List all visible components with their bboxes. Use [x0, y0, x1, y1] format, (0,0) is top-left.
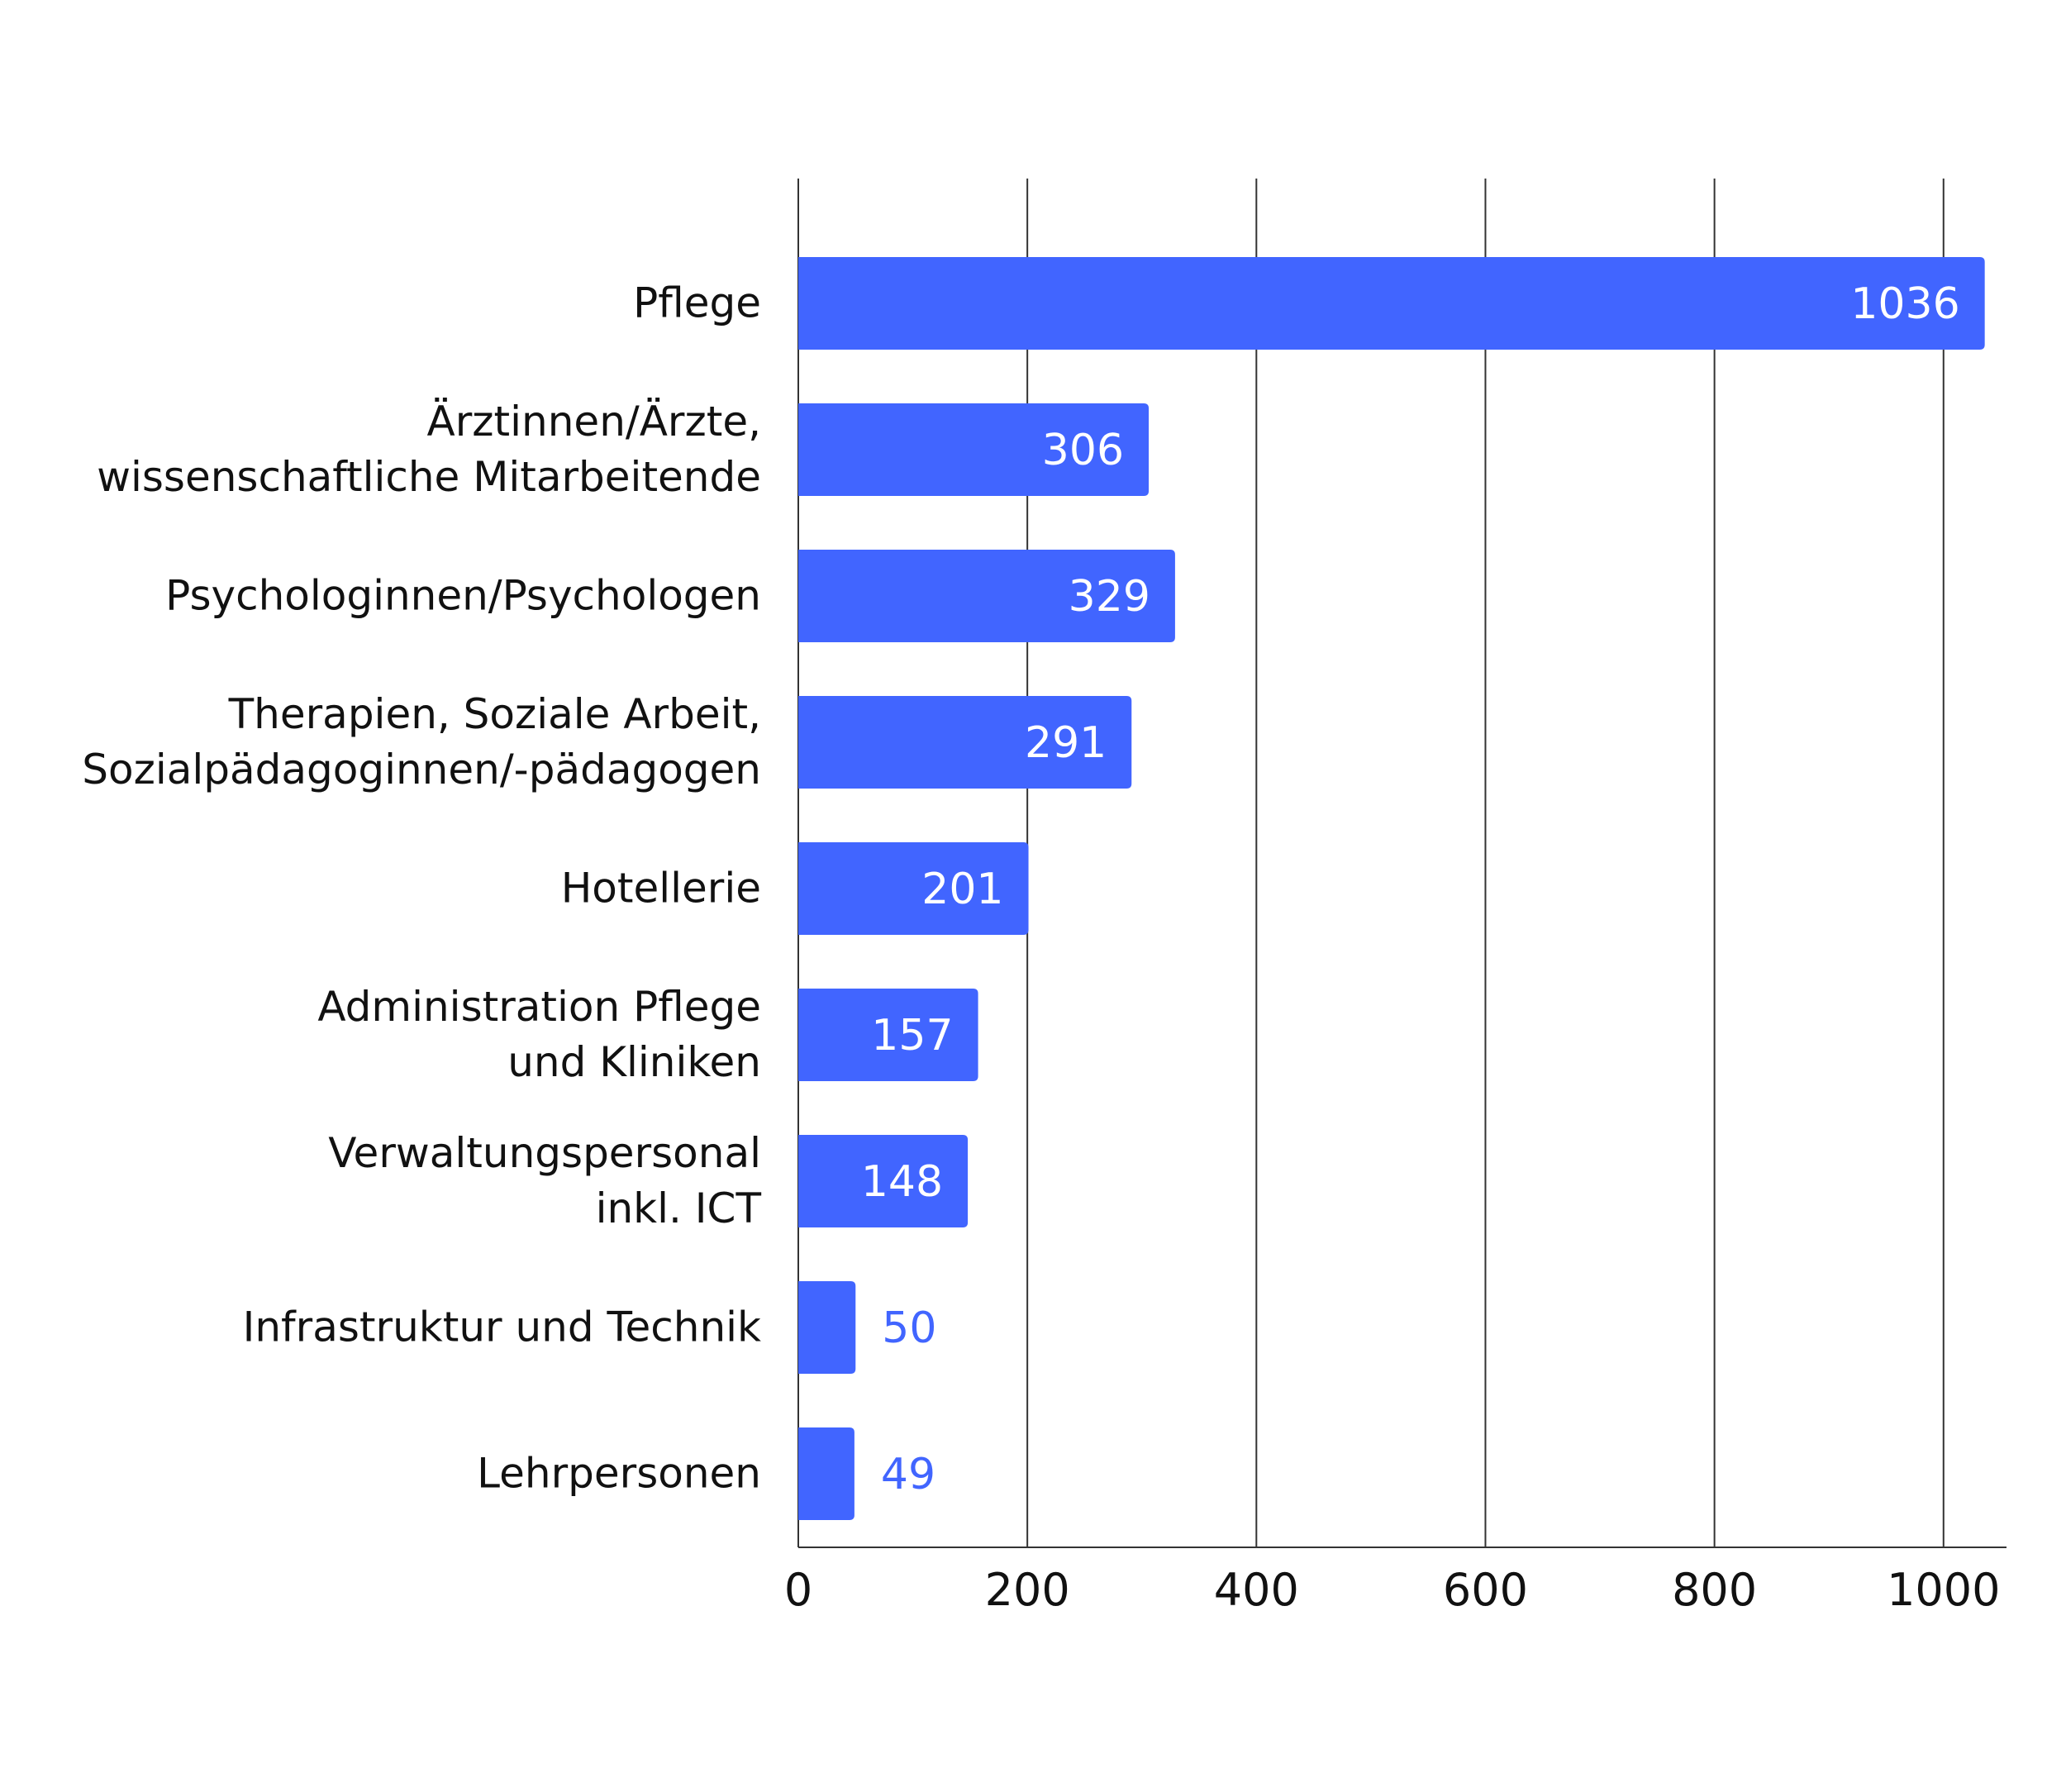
y-tick-label: Ärztinnen/Ärzte, wissenschaftliche Mitar… [97, 398, 761, 501]
y-tick-label: Lehrpersonen [477, 1449, 761, 1498]
bar [798, 257, 1985, 350]
x-tick-label: 600 [1443, 1564, 1528, 1616]
value-label: 201 [921, 865, 1003, 914]
value-label: 148 [861, 1157, 943, 1207]
bar [798, 989, 978, 1081]
x-tick-label: 0 [784, 1564, 812, 1616]
x-tick-label: 800 [1672, 1564, 1757, 1616]
value-label: 50 [882, 1303, 936, 1353]
x-tick-label: 1000 [1887, 1564, 2000, 1616]
value-label: 291 [1025, 718, 1107, 768]
y-tick-label: Administration Pflege und Kliniken [317, 983, 761, 1086]
value-label: 306 [1042, 426, 1124, 475]
value-label: 1036 [1850, 279, 1959, 329]
value-label: 49 [881, 1450, 935, 1499]
bar [798, 550, 1175, 642]
y-tick-label: Hotellerie [560, 864, 761, 913]
y-tick-label: Therapien, Soziale Arbeit, Sozialpädagog… [82, 690, 761, 794]
bar [798, 696, 1132, 789]
y-tick-label: Verwaltungspersonal inkl. ICT [328, 1129, 761, 1232]
value-label: 157 [871, 1011, 953, 1060]
y-tick-label: Pflege [633, 279, 761, 327]
value-label: 329 [1069, 572, 1150, 622]
x-tick-label: 200 [985, 1564, 1070, 1616]
bar [798, 1281, 856, 1374]
y-tick-label: Infrastruktur und Technik [242, 1303, 761, 1351]
x-tick-label: 400 [1214, 1564, 1299, 1616]
bar [798, 1135, 969, 1227]
bar [798, 1427, 854, 1520]
bar [798, 403, 1150, 496]
bar [798, 842, 1029, 935]
y-tick-label: Psychologinnen/Psychologen [165, 571, 761, 620]
